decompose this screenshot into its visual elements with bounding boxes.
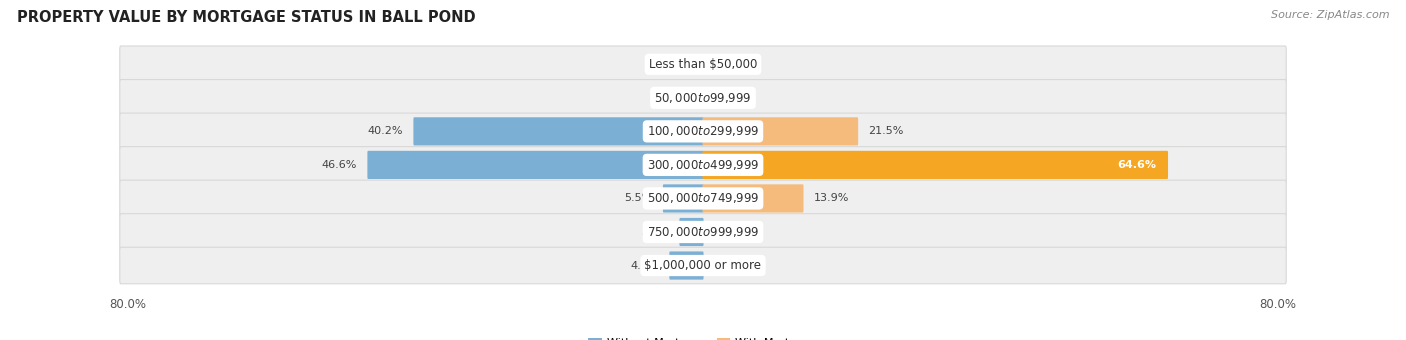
FancyBboxPatch shape bbox=[367, 151, 703, 179]
Text: 46.6%: 46.6% bbox=[322, 160, 357, 170]
Text: $100,000 to $299,999: $100,000 to $299,999 bbox=[647, 124, 759, 138]
FancyBboxPatch shape bbox=[120, 80, 1286, 116]
Text: 4.6%: 4.6% bbox=[631, 260, 659, 271]
Text: PROPERTY VALUE BY MORTGAGE STATUS IN BALL POND: PROPERTY VALUE BY MORTGAGE STATUS IN BAL… bbox=[17, 10, 475, 25]
FancyBboxPatch shape bbox=[679, 218, 703, 246]
FancyBboxPatch shape bbox=[120, 180, 1286, 217]
Text: $300,000 to $499,999: $300,000 to $499,999 bbox=[647, 158, 759, 172]
Text: 0.0%: 0.0% bbox=[714, 227, 742, 237]
Text: 64.6%: 64.6% bbox=[1118, 160, 1157, 170]
FancyBboxPatch shape bbox=[703, 151, 1168, 179]
FancyBboxPatch shape bbox=[120, 214, 1286, 250]
Text: 13.9%: 13.9% bbox=[814, 193, 849, 203]
Text: Less than $50,000: Less than $50,000 bbox=[648, 58, 758, 71]
Text: 0.0%: 0.0% bbox=[714, 93, 742, 103]
Text: 0.0%: 0.0% bbox=[714, 260, 742, 271]
FancyBboxPatch shape bbox=[120, 46, 1286, 83]
Text: 0.0%: 0.0% bbox=[664, 59, 692, 69]
Text: 0.0%: 0.0% bbox=[714, 59, 742, 69]
FancyBboxPatch shape bbox=[669, 252, 703, 279]
Text: 3.2%: 3.2% bbox=[641, 227, 669, 237]
Text: $750,000 to $999,999: $750,000 to $999,999 bbox=[647, 225, 759, 239]
Legend: Without Mortgage, With Mortgage: Without Mortgage, With Mortgage bbox=[583, 334, 823, 340]
FancyBboxPatch shape bbox=[120, 113, 1286, 150]
FancyBboxPatch shape bbox=[662, 184, 703, 212]
Text: $500,000 to $749,999: $500,000 to $749,999 bbox=[647, 191, 759, 205]
FancyBboxPatch shape bbox=[703, 117, 858, 146]
Text: 0.0%: 0.0% bbox=[664, 93, 692, 103]
Text: 5.5%: 5.5% bbox=[624, 193, 652, 203]
FancyBboxPatch shape bbox=[413, 117, 703, 146]
Text: $50,000 to $99,999: $50,000 to $99,999 bbox=[654, 91, 752, 105]
Text: 21.5%: 21.5% bbox=[869, 126, 904, 136]
FancyBboxPatch shape bbox=[703, 184, 803, 212]
Text: $1,000,000 or more: $1,000,000 or more bbox=[644, 259, 762, 272]
FancyBboxPatch shape bbox=[120, 147, 1286, 183]
Text: 40.2%: 40.2% bbox=[368, 126, 404, 136]
FancyBboxPatch shape bbox=[120, 247, 1286, 284]
Text: Source: ZipAtlas.com: Source: ZipAtlas.com bbox=[1271, 10, 1389, 20]
